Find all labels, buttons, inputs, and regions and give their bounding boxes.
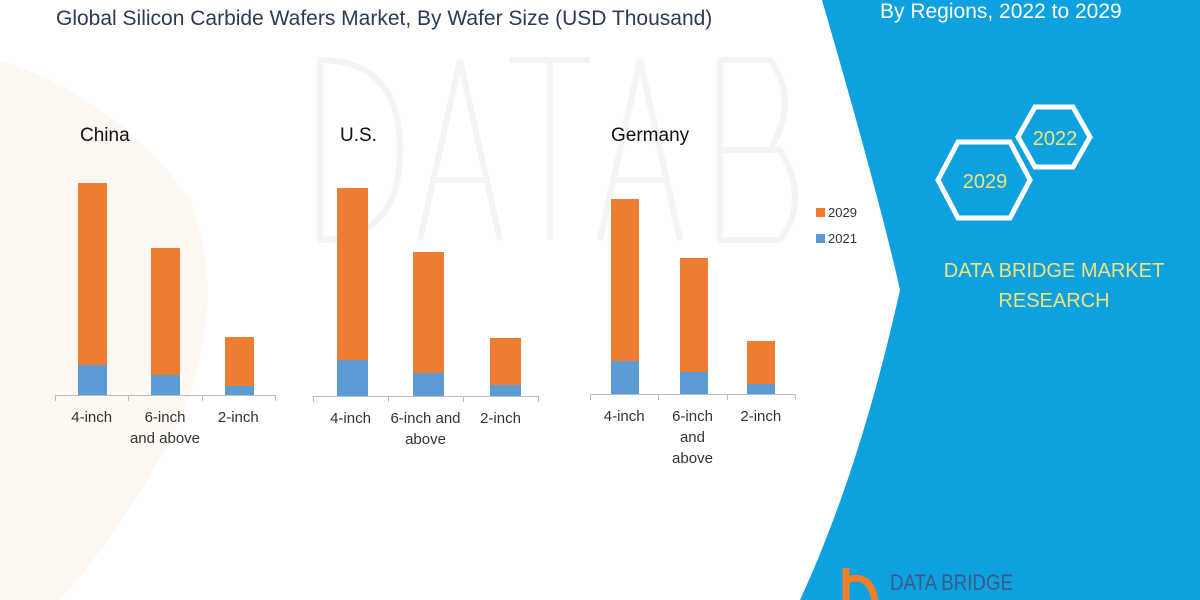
category-label-line: 2-inch (740, 408, 782, 425)
brand-line-1: DATA BRIDGE MARKET (943, 260, 1165, 282)
category-label: 6-inch and above (659, 406, 725, 469)
bar-2021 (680, 372, 708, 394)
category-label: 2-inch (464, 408, 537, 429)
category-label-line: above (672, 450, 713, 467)
category-label: 4-inch (56, 407, 127, 428)
legend-swatch-2029 (816, 208, 825, 217)
hexagon-2022-label: 2022 (1033, 128, 1078, 150)
axis-tick (313, 396, 314, 402)
axis-tick (726, 394, 728, 400)
axis-tick (590, 394, 591, 400)
hexagon-2029 (935, 139, 1033, 221)
category-label-line: and above (129, 430, 201, 447)
axis-tick (463, 396, 464, 402)
category-label-line: 2-inch (217, 409, 259, 426)
category-label-line: 4-inch (603, 408, 645, 425)
category-label-line: 2-inch (480, 410, 521, 427)
bar-2021 (747, 384, 775, 394)
category-axis (55, 395, 275, 396)
legend-item-2029: 2029 (816, 205, 857, 220)
bar-2029 (680, 258, 708, 372)
category-axis (590, 394, 795, 395)
category-label: 4-inch (314, 408, 387, 429)
region-label: China (80, 125, 130, 146)
bar-2029 (747, 341, 775, 384)
axis-tick (55, 395, 56, 401)
category-axis (313, 396, 538, 397)
bar-2029 (413, 252, 444, 373)
category-label-line: 4-inch (71, 409, 113, 426)
bar-2021 (151, 375, 180, 395)
category-label-line: and (679, 429, 705, 446)
hexagon-2029-label: 2029 (963, 171, 1008, 193)
bar-2029 (151, 248, 180, 375)
brand-line-2: RESEARCH (998, 290, 1110, 312)
axis-tick (201, 395, 203, 401)
bar-2021 (337, 360, 368, 396)
category-label: 6-inch and above (129, 407, 200, 449)
region-label: Germany (611, 125, 690, 146)
category-label: 6-inch and above (389, 408, 462, 450)
bar-2021 (611, 361, 639, 394)
subtitle: By Regions, 2022 to 2029 (880, 0, 1122, 23)
bar-2021 (490, 385, 521, 396)
axis-tick (795, 394, 796, 400)
bar-2029 (337, 188, 368, 360)
category-label: 2-inch (203, 407, 274, 428)
legend-label: 2029 (828, 205, 857, 220)
bar-2029 (225, 337, 254, 386)
chart-title: Global Silicon Carbide Wafers Market, By… (56, 7, 713, 30)
legend-label: 2021 (828, 231, 857, 246)
bar-2029 (78, 183, 107, 365)
category-label-line: 6-inch (672, 408, 713, 425)
bar-2021 (78, 365, 107, 395)
category-label-line: 6-inch (144, 409, 186, 426)
bar-2021 (225, 386, 254, 395)
logo-icon (842, 568, 879, 600)
legend-swatch-2021 (816, 234, 825, 243)
bar-2021 (413, 373, 444, 396)
axis-tick (658, 394, 660, 400)
category-label: 2-inch (728, 406, 794, 427)
watermark-graphic (317, 56, 798, 244)
logo-text: DATA BRIDGE (890, 570, 1013, 595)
bar-2029 (490, 338, 521, 385)
legend-item-2021: 2021 (816, 231, 857, 246)
region-label: U.S. (340, 125, 377, 146)
axis-tick (388, 396, 389, 402)
category-label-line: above (405, 431, 446, 448)
category-label-line: 4-inch (330, 410, 371, 427)
hexagon-2022 (935, 104, 1093, 221)
category-label: 4-inch (591, 406, 657, 427)
category-label-line: 6-inch and (390, 410, 461, 427)
axis-tick (128, 395, 130, 401)
axis-tick (538, 396, 539, 402)
brand-name: DATA BRIDGE MARKET RESEARCH (938, 256, 1170, 316)
bar-2029 (611, 199, 639, 361)
blue-panel (800, 0, 1200, 600)
axis-tick (275, 395, 276, 401)
